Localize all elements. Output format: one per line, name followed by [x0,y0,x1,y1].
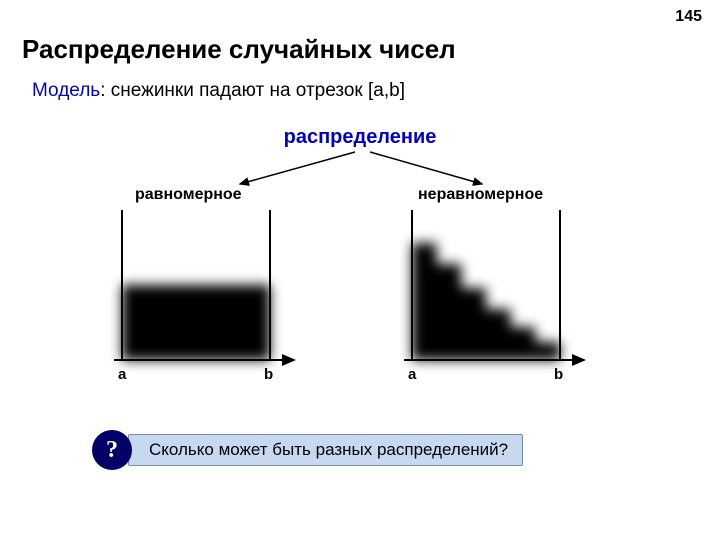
nonuniform-chart-svg [400,210,590,380]
nonuniform-b-label: b [554,366,563,383]
uniform-b-label: b [264,366,273,383]
model-line: Модель: снежинки падают на отрезок [a,b] [32,80,405,102]
nonuniform-a-label: a [408,366,416,383]
question-text-box: Сколько может быть разных распределений? [128,434,523,466]
model-text: : снежинки падают на отрезок [a,b] [100,80,405,101]
page-title: Распределение случайных чисел [22,34,456,65]
uniform-fill [122,285,270,360]
question-text: Сколько может быть разных распределений? [149,440,508,460]
page-number: 145 [675,8,702,26]
question-callout: Сколько может быть разных распределений?… [92,430,592,470]
distribution-label: распределение [0,126,720,149]
nonuniform-fill [412,243,560,360]
uniform-chart-svg [110,210,300,380]
nonuniform-label: неравномерное [418,186,543,204]
uniform-chart: a b [110,210,290,370]
uniform-label: равномерное [135,186,242,204]
model-label: Модель [32,80,100,101]
split-arrows [210,148,510,188]
question-mark: ? [106,437,118,464]
uniform-a-label: a [118,366,126,383]
nonuniform-chart: a b [400,210,580,370]
question-icon: ? [92,430,132,470]
